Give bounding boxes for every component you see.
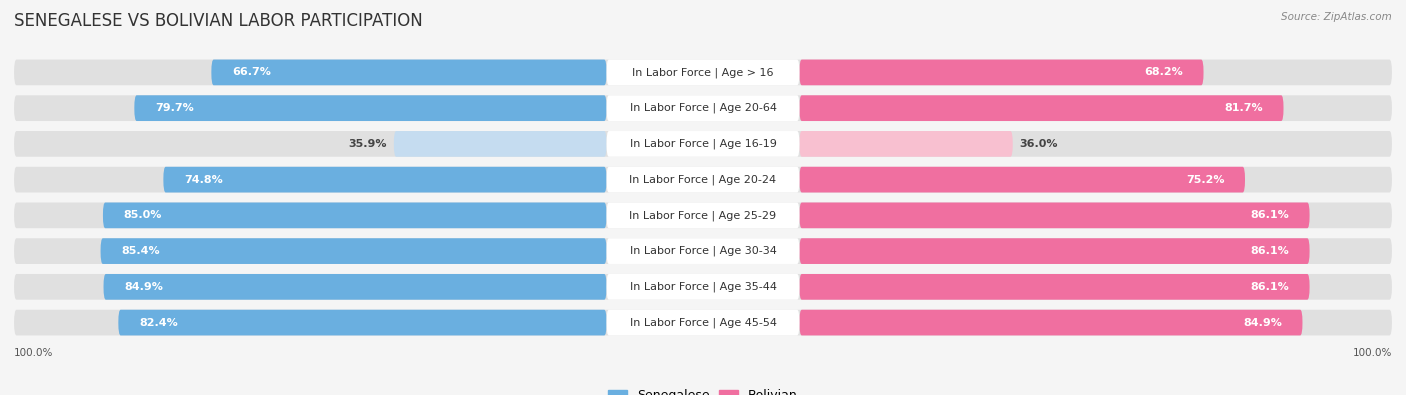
Text: In Labor Force | Age 20-64: In Labor Force | Age 20-64 (630, 103, 776, 113)
FancyBboxPatch shape (800, 60, 1204, 85)
Text: 79.7%: 79.7% (155, 103, 194, 113)
FancyBboxPatch shape (14, 95, 1392, 121)
Text: In Labor Force | Age 30-34: In Labor Force | Age 30-34 (630, 246, 776, 256)
Text: In Labor Force | Age 45-54: In Labor Force | Age 45-54 (630, 317, 776, 328)
FancyBboxPatch shape (800, 95, 1284, 121)
Text: In Labor Force | Age 25-29: In Labor Force | Age 25-29 (630, 210, 776, 221)
Text: 86.1%: 86.1% (1250, 211, 1289, 220)
FancyBboxPatch shape (800, 131, 1012, 157)
FancyBboxPatch shape (800, 167, 1244, 192)
FancyBboxPatch shape (606, 167, 800, 192)
FancyBboxPatch shape (14, 238, 1392, 264)
FancyBboxPatch shape (606, 203, 800, 228)
FancyBboxPatch shape (800, 310, 1302, 335)
Text: 85.0%: 85.0% (124, 211, 162, 220)
FancyBboxPatch shape (800, 274, 1309, 300)
Legend: Senegalese, Bolivian: Senegalese, Bolivian (603, 384, 803, 395)
Text: 86.1%: 86.1% (1250, 246, 1289, 256)
FancyBboxPatch shape (606, 310, 800, 335)
FancyBboxPatch shape (606, 131, 800, 157)
Text: 66.7%: 66.7% (232, 68, 271, 77)
FancyBboxPatch shape (14, 310, 1392, 335)
Text: In Labor Force | Age 35-44: In Labor Force | Age 35-44 (630, 282, 776, 292)
FancyBboxPatch shape (118, 310, 606, 335)
Text: 100.0%: 100.0% (1353, 348, 1392, 357)
FancyBboxPatch shape (606, 95, 800, 121)
Text: 100.0%: 100.0% (14, 348, 53, 357)
Text: 86.1%: 86.1% (1250, 282, 1289, 292)
FancyBboxPatch shape (14, 203, 1392, 228)
Text: 35.9%: 35.9% (349, 139, 387, 149)
FancyBboxPatch shape (800, 238, 1309, 264)
FancyBboxPatch shape (394, 131, 606, 157)
FancyBboxPatch shape (14, 167, 1392, 192)
FancyBboxPatch shape (211, 60, 606, 85)
Text: 68.2%: 68.2% (1144, 68, 1182, 77)
Text: 75.2%: 75.2% (1185, 175, 1225, 184)
FancyBboxPatch shape (101, 238, 606, 264)
FancyBboxPatch shape (103, 203, 606, 228)
FancyBboxPatch shape (14, 60, 1392, 85)
Text: In Labor Force | Age 16-19: In Labor Force | Age 16-19 (630, 139, 776, 149)
FancyBboxPatch shape (800, 203, 1309, 228)
FancyBboxPatch shape (163, 167, 606, 192)
Text: 36.0%: 36.0% (1019, 139, 1059, 149)
Text: 84.9%: 84.9% (124, 282, 163, 292)
FancyBboxPatch shape (104, 274, 606, 300)
Text: In Labor Force | Age > 16: In Labor Force | Age > 16 (633, 67, 773, 78)
FancyBboxPatch shape (14, 131, 1392, 157)
FancyBboxPatch shape (606, 274, 800, 300)
Text: SENEGALESE VS BOLIVIAN LABOR PARTICIPATION: SENEGALESE VS BOLIVIAN LABOR PARTICIPATI… (14, 12, 423, 30)
FancyBboxPatch shape (606, 60, 800, 85)
Text: 81.7%: 81.7% (1225, 103, 1263, 113)
Text: 85.4%: 85.4% (121, 246, 160, 256)
Text: 82.4%: 82.4% (139, 318, 177, 327)
FancyBboxPatch shape (606, 238, 800, 264)
FancyBboxPatch shape (14, 274, 1392, 300)
Text: 84.9%: 84.9% (1243, 318, 1282, 327)
Text: Source: ZipAtlas.com: Source: ZipAtlas.com (1281, 12, 1392, 22)
Text: 74.8%: 74.8% (184, 175, 222, 184)
Text: In Labor Force | Age 20-24: In Labor Force | Age 20-24 (630, 174, 776, 185)
FancyBboxPatch shape (135, 95, 606, 121)
